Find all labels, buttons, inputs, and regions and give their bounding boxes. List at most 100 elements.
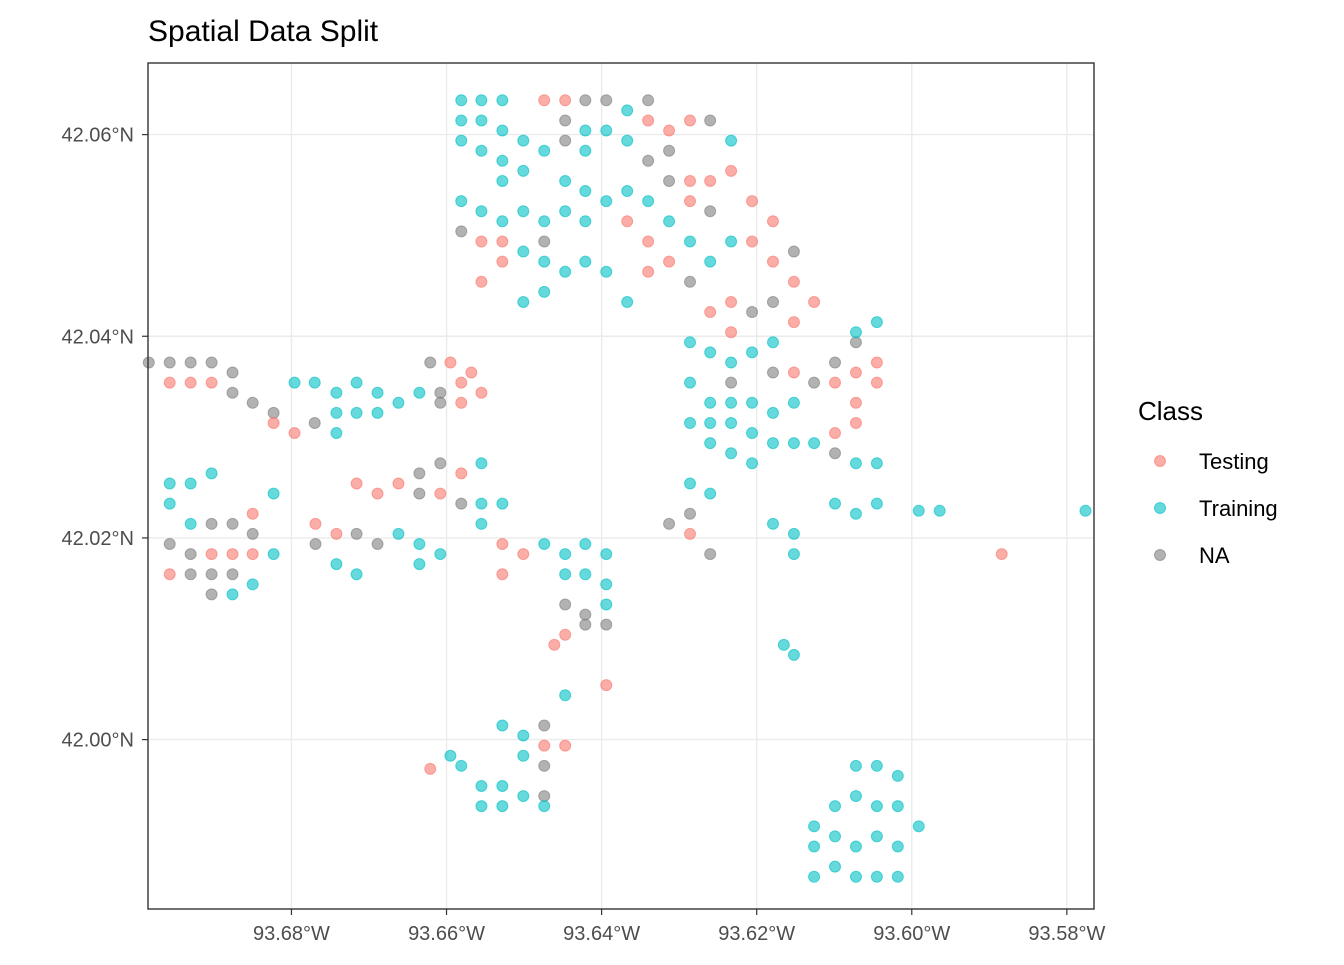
point-training — [684, 235, 697, 248]
point-training — [392, 396, 405, 409]
point-training — [475, 497, 488, 510]
point-training — [496, 497, 509, 510]
point-na — [808, 376, 821, 389]
point-na — [600, 94, 613, 107]
point-training — [600, 598, 613, 611]
point-testing — [205, 548, 218, 561]
point-training — [475, 517, 488, 530]
point-training — [746, 427, 759, 440]
point-testing — [455, 376, 468, 389]
point-training — [870, 800, 883, 813]
point-training — [538, 800, 551, 813]
point-testing — [267, 416, 280, 429]
point-training — [704, 396, 717, 409]
point-training — [849, 507, 862, 520]
x-tick-label: 93.60°W — [873, 923, 950, 945]
point-training — [829, 497, 842, 510]
point-na — [309, 537, 322, 550]
point-testing — [808, 295, 821, 308]
point-training — [455, 94, 468, 107]
point-training — [371, 386, 384, 399]
point-training — [559, 174, 572, 187]
point-testing — [465, 366, 478, 379]
point-na — [267, 406, 280, 419]
point-testing — [538, 739, 551, 752]
point-testing — [642, 235, 655, 248]
point-na — [829, 356, 842, 369]
point-na — [538, 790, 551, 803]
point-training — [600, 548, 613, 561]
point-training — [912, 820, 925, 833]
point-testing — [746, 235, 759, 248]
point-training — [808, 840, 821, 853]
point-training — [870, 457, 883, 470]
point-na — [226, 568, 239, 581]
point-na — [538, 235, 551, 248]
point-training — [849, 457, 862, 470]
legend-title: Class — [1138, 396, 1203, 426]
point-training — [725, 134, 738, 147]
point-na — [704, 205, 717, 218]
point-training — [517, 134, 530, 147]
point-testing — [288, 427, 301, 440]
point-training — [308, 376, 321, 389]
point-training — [849, 759, 862, 772]
point-na — [226, 366, 239, 379]
point-testing — [704, 306, 717, 319]
point-na — [163, 537, 176, 550]
point-training — [496, 800, 509, 813]
point-training — [559, 265, 572, 278]
point-training — [184, 477, 197, 490]
point-testing — [392, 477, 405, 490]
point-training — [579, 144, 592, 157]
point-testing — [829, 376, 842, 389]
legend-key-na — [1154, 549, 1166, 561]
point-testing — [684, 195, 697, 208]
point-na — [559, 114, 572, 127]
point-training — [559, 568, 572, 581]
point-training — [787, 437, 800, 450]
legend-item-testing: Testing — [1154, 449, 1269, 474]
point-training — [870, 316, 883, 329]
point-training — [475, 144, 488, 157]
point-training — [350, 568, 363, 581]
point-na — [746, 306, 759, 319]
point-testing — [538, 94, 551, 107]
point-training — [766, 336, 779, 349]
point-training — [684, 336, 697, 349]
point-training — [371, 406, 384, 419]
y-tick-label: 42.06°N — [62, 125, 135, 147]
point-testing — [849, 396, 862, 409]
point-na — [455, 497, 468, 510]
x-tick-label: 93.64°W — [563, 923, 640, 945]
point-training — [496, 719, 509, 732]
point-training — [787, 396, 800, 409]
point-testing — [725, 164, 738, 177]
point-testing — [663, 255, 676, 268]
point-training — [621, 134, 634, 147]
point-na — [787, 245, 800, 258]
point-training — [246, 578, 259, 591]
point-testing — [787, 316, 800, 329]
point-na — [205, 356, 218, 369]
point-training — [746, 457, 759, 470]
point-training — [704, 416, 717, 429]
point-training — [496, 154, 509, 167]
point-training — [205, 467, 218, 480]
point-na — [829, 447, 842, 460]
point-na — [663, 517, 676, 530]
point-training — [538, 215, 551, 228]
point-testing — [725, 326, 738, 339]
point-testing — [371, 487, 384, 500]
point-training — [933, 504, 946, 517]
point-testing — [621, 215, 634, 228]
x-tick-label: 93.68°W — [253, 923, 330, 945]
point-training — [392, 527, 405, 540]
point-training — [163, 497, 176, 510]
point-testing — [849, 416, 862, 429]
point-training — [559, 689, 572, 702]
point-training — [684, 416, 697, 429]
point-testing — [548, 638, 561, 651]
point-testing — [725, 295, 738, 308]
point-training — [891, 870, 904, 883]
